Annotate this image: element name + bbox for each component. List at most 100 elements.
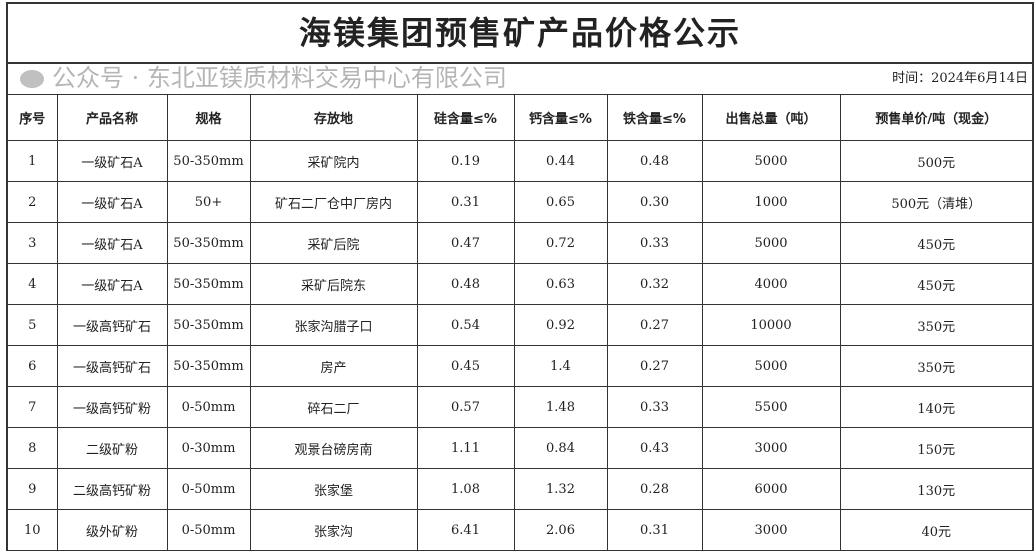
table-row: 4 一级矿石A 50-350mm 采矿后院东 0.48 0.63 0.32 4000 450元: [8, 263, 1032, 305]
table-row: 6 一级高钙矿石 50-350mm 房产 0.45 1.4 0.27 5000 350元: [8, 345, 1032, 387]
column-header: 铁含量≤%: [606, 94, 703, 141]
table-cell: 1: [8, 140, 58, 182]
table-cell: 0.31: [416, 181, 515, 223]
table-cell: 1.4: [513, 345, 608, 387]
table-cell: 0.57: [416, 386, 515, 428]
table-row: 8 二级矿粉 0-30mm 观景台磅房南 1.11 0.84 0.43 3000 150元: [8, 427, 1032, 469]
table-row: 9 二级高钙矿粉 0-50mm 张家堡 1.08 1.32 0.28 6000 130元: [8, 468, 1032, 510]
table-cell: 50-350mm: [166, 345, 251, 387]
column-header: 存放地: [249, 94, 418, 141]
table-cell: 50+: [166, 181, 251, 223]
table-cell: 9: [8, 468, 58, 510]
table-cell: 0.28: [606, 468, 703, 510]
table-cell: 5000: [701, 140, 841, 182]
table-cell: 1000: [701, 181, 841, 223]
table-cell: 50-350mm: [166, 140, 251, 182]
table-cell: 一级矿石A: [56, 222, 168, 264]
table-cell: 4: [8, 263, 58, 305]
column-header: 硅含量≤%: [416, 94, 515, 141]
table-cell: 140元: [839, 386, 1032, 428]
table-cell: 级外矿粉: [56, 509, 168, 551]
table-cell: 0-50mm: [166, 509, 251, 551]
table-cell: 0.92: [513, 304, 608, 346]
table-cell: 一级矿石A: [56, 181, 168, 223]
table-cell: 0.33: [606, 222, 703, 264]
table-cell: 150元: [839, 427, 1032, 469]
table-cell: 50-350mm: [166, 222, 251, 264]
table-cell: 一级矿石A: [56, 263, 168, 305]
column-header: 产品名称: [56, 94, 168, 141]
table-cell: 6000: [701, 468, 841, 510]
table-cell: 0.44: [513, 140, 608, 182]
table-cell: 一级矿石A: [56, 140, 168, 182]
table-cell: 一级高钙矿石: [56, 345, 168, 387]
column-header: 出售总量（吨）: [701, 94, 841, 141]
table-cell: 1.32: [513, 468, 608, 510]
table-row: 5 一级高钙矿石 50-350mm 张家沟腊子口 0.54 0.92 0.27 10000 35…: [8, 304, 1032, 346]
table-cell: 0.32: [606, 263, 703, 305]
column-header: 规格: [166, 94, 251, 141]
table-cell: 500元（清堆）: [839, 181, 1032, 223]
table-cell: 50-350mm: [166, 263, 251, 305]
table-row: 1 一级矿石A 50-350mm 采矿院内 0.19 0.44 0.48 5000 500元: [8, 140, 1032, 182]
table-cell: 0.33: [606, 386, 703, 428]
table-row: 3 一级矿石A 50-350mm 采矿后院 0.47 0.72 0.33 5000 450元: [8, 222, 1032, 264]
table-cell: 8: [8, 427, 58, 469]
table-cell: 10: [8, 509, 58, 551]
table-cell: 1.48: [513, 386, 608, 428]
table-cell: 10000: [701, 304, 841, 346]
table-cell: 采矿院内: [249, 140, 418, 182]
table-cell: 3000: [701, 427, 841, 469]
table-cell: 5000: [701, 222, 841, 264]
table-cell: 采矿后院: [249, 222, 418, 264]
table-cell: 3000: [701, 509, 841, 551]
table-cell: 450元: [839, 222, 1032, 264]
table-cell: 0.48: [416, 263, 515, 305]
table-row: 7 一级高钙矿粉 0-50mm 碎石二厂 0.57 1.48 0.33 5500 140元: [8, 386, 1032, 428]
table-cell: 5000: [701, 345, 841, 387]
table-cell: 0.45: [416, 345, 515, 387]
table-cell: 0-50mm: [166, 468, 251, 510]
table-cell: 50-350mm: [166, 304, 251, 346]
table-cell: 5: [8, 304, 58, 346]
table-cell: 张家沟: [249, 509, 418, 551]
table-cell: 0.72: [513, 222, 608, 264]
price-notice-document: 海镁集团预售矿产品价格公示 时间：2024年6月14日 序号 产品名称 规格 存放地硅…: [6, 2, 1034, 551]
table-cell: 0.63: [513, 263, 608, 305]
table-cell: 0.31: [606, 509, 703, 551]
table-cell: 0.43: [606, 427, 703, 469]
table-cell: 1.11: [416, 427, 515, 469]
table-cell: 观景台磅房南: [249, 427, 418, 469]
notice-date: 时间：2024年6月14日: [892, 71, 1028, 86]
column-header: 预售单价/吨（现金）: [839, 94, 1032, 141]
table-cell: 500元: [839, 140, 1032, 182]
table-cell: 二级高钙矿粉: [56, 468, 168, 510]
table-cell: 0.27: [606, 345, 703, 387]
table-cell: 0.84: [513, 427, 608, 469]
table-cell: 碎石二厂: [249, 386, 418, 428]
table-cell: 一级高钙矿石: [56, 304, 168, 346]
table-cell: 房产: [249, 345, 418, 387]
table-cell: 6.41: [416, 509, 515, 551]
table-cell: 0.27: [606, 304, 703, 346]
table-cell: 2: [8, 181, 58, 223]
table-cell: 0.19: [416, 140, 515, 182]
table-cell: 采矿后院东: [249, 263, 418, 305]
table-cell: 0.30: [606, 181, 703, 223]
table-cell: 0-30mm: [166, 427, 251, 469]
table-cell: 0.54: [416, 304, 515, 346]
table-header-row: 序号 产品名称 规格 存放地 硅含量≤% 钙含量≤% 铁含量≤% 出售总量（吨） 预售单价/吨（…: [8, 94, 1032, 141]
table-cell: 0.65: [513, 181, 608, 223]
table-cell: 5500: [701, 386, 841, 428]
table-cell: 一级高钙矿粉: [56, 386, 168, 428]
table-cell: 450元: [839, 263, 1032, 305]
column-header: 钙含量≤%: [513, 94, 608, 141]
table-cell: 0.47: [416, 222, 515, 264]
table-row: 2 一级矿石A 50+ 矿石二厂仓中厂房内 0.31 0.65 0.30 1000 500元（清…: [8, 181, 1032, 223]
table-cell: 矿石二厂仓中厂房内: [249, 181, 418, 223]
table-cell: 6: [8, 345, 58, 387]
table-cell: 40元: [839, 509, 1032, 551]
table-cell: 张家堡: [249, 468, 418, 510]
table-row: 10 级外矿粉 0-50mm 张家沟 6.41 2.06 0.31 3000 40元: [8, 509, 1032, 551]
table-cell: 350元: [839, 345, 1032, 387]
